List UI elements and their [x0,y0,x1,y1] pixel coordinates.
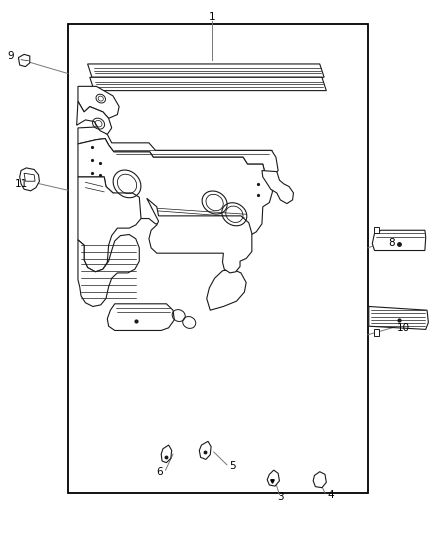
Polygon shape [20,168,39,191]
Polygon shape [78,177,141,272]
Text: 5: 5 [229,462,236,471]
Polygon shape [372,230,426,251]
Polygon shape [78,86,119,118]
Polygon shape [207,269,246,310]
Text: 9: 9 [7,51,14,61]
Polygon shape [267,470,279,486]
Polygon shape [88,64,324,77]
Text: 11: 11 [14,179,28,189]
Polygon shape [313,472,326,488]
Polygon shape [18,54,30,67]
Polygon shape [78,139,272,236]
Text: 6: 6 [156,467,163,477]
Polygon shape [147,198,252,273]
Text: 3: 3 [277,492,284,502]
Text: 10: 10 [396,323,410,333]
Polygon shape [78,235,139,306]
Polygon shape [161,445,172,463]
Polygon shape [374,329,379,336]
Text: 8: 8 [389,238,396,247]
Polygon shape [262,171,293,204]
Polygon shape [369,306,428,329]
Polygon shape [78,127,278,177]
Polygon shape [77,101,112,134]
Text: 4: 4 [327,490,334,499]
Polygon shape [24,173,35,181]
Bar [68,24,368,493]
Polygon shape [90,77,326,91]
Polygon shape [199,441,211,459]
Polygon shape [374,227,379,233]
Text: 1: 1 [209,12,216,22]
Polygon shape [107,304,174,330]
